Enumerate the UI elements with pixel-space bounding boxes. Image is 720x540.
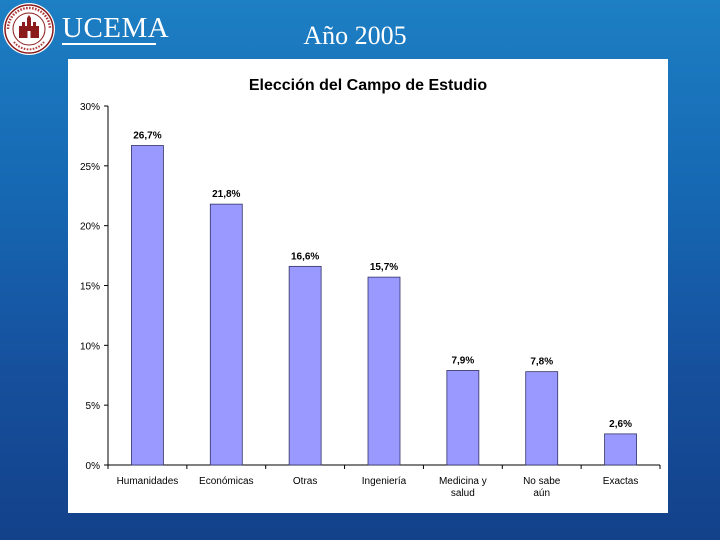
y-tick-label: 20% (80, 222, 100, 233)
bar-7 (604, 433, 637, 466)
brand-logo-text: UCEMA (62, 12, 170, 44)
x-tick-label: Humanidades (117, 476, 179, 487)
bar-1 (131, 145, 164, 466)
brand-underline (62, 43, 156, 45)
university-seal-icon (3, 3, 55, 55)
y-tick-label: 5% (86, 401, 101, 412)
chart-title: Elección del Campo de Estudio (249, 77, 487, 94)
x-tick-label: Medicina y salud (439, 476, 487, 499)
data-label: 15,7% (370, 262, 398, 273)
data-label: 7,8% (530, 357, 553, 368)
bar-6 (525, 371, 559, 466)
data-label: 26,7% (133, 130, 161, 141)
y-tick-label: 10% (80, 341, 100, 352)
x-tick-label: Exactas (603, 476, 639, 487)
y-tick-label: 25% (80, 162, 100, 173)
chart-bars (131, 145, 637, 466)
bar-4 (367, 276, 401, 466)
y-tick-label: 0% (86, 461, 101, 472)
data-label: 7,9% (451, 355, 474, 366)
bar-3 (288, 265, 322, 466)
bar-2 (209, 203, 243, 466)
data-label: 2,6% (609, 419, 632, 430)
slide-title: Año 2005 (303, 21, 407, 50)
slide-header: UCEMA Año 2005 (0, 0, 720, 58)
data-label: 21,8% (212, 189, 240, 200)
data-label: 16,6% (291, 251, 319, 262)
x-tick-label: Ingeniería (362, 476, 407, 487)
chart-panel: Elección del Campo de Estudio 0% 5% 10% 15%… (68, 59, 668, 513)
y-tick-label: 15% (80, 282, 100, 293)
bar-5 (446, 370, 480, 466)
y-tick-label: 30% (80, 102, 100, 113)
bar-chart: Elección del Campo de Estudio 0% 5% 10% 15%… (80, 77, 661, 499)
x-tick-label: No sabe aún (523, 476, 561, 499)
x-tick-label: Económicas (199, 476, 253, 487)
chart-labels: 0% 5% 10% 15% 20% 25% 30% 26,7% Humanidades 21,8%… (80, 102, 638, 499)
x-tick-label: Otras (293, 476, 317, 487)
